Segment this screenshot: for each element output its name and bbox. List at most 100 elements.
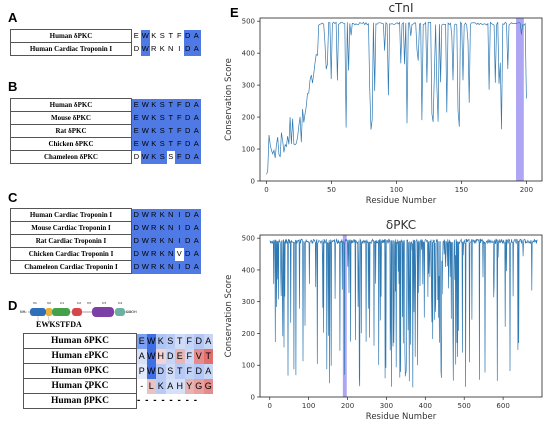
residue-cell: D: [131, 221, 141, 235]
residue-cell: T: [175, 333, 185, 349]
residue-cell: S: [158, 111, 167, 125]
alignment-table-b: Human δPKC E W K S T F D A Mouse δPKC E W K S T F D A Rat …: [10, 98, 201, 164]
residue-cell: F: [175, 98, 184, 112]
c3-domain: [92, 307, 114, 317]
species-name: Chameleon δPKC: [10, 150, 132, 164]
alignment-row: Human θPKC P W D S T F D A: [23, 363, 213, 379]
residue-cell: N: [166, 42, 175, 56]
residue-cell: W: [146, 348, 156, 364]
motif-pointer-right: [47, 315, 51, 325]
residue-cell: K: [149, 29, 158, 43]
motif-label: EWKSTFDA: [36, 320, 82, 329]
alignment-row: Chameleon δPKC D W K S S F D A: [10, 150, 201, 164]
residue-cell: A: [203, 363, 213, 379]
alignment-row: Human δPKC E W K S T F D A: [10, 98, 201, 112]
residue-cell: A: [192, 260, 201, 274]
c4-domain: [115, 308, 125, 316]
residue-cell: W: [141, 98, 150, 112]
residue-cell: T: [166, 98, 175, 112]
residue-cell: W: [146, 363, 156, 379]
residue-cell: K: [158, 247, 167, 261]
panel-letter-d: D: [8, 298, 18, 313]
c1-domain: [52, 308, 70, 316]
v3-label: V3: [87, 301, 91, 305]
residue-cell: D: [131, 150, 141, 164]
residue-cell: A: [192, 234, 201, 248]
nh2-label: NH₂: [20, 310, 27, 314]
alignment-row: Human εPKC A W H D E F V T: [23, 348, 213, 364]
residue-cell: T: [166, 29, 175, 43]
residue-cell: A: [192, 98, 201, 112]
residue-cell: T: [166, 137, 175, 151]
residue-cell: Y: [184, 378, 194, 394]
residue-cell: D: [194, 363, 204, 379]
residue-cell: S: [166, 150, 175, 164]
alignment-table-a: Human δPKC E W K S T F D A Human Cardiac Troponin…: [10, 29, 201, 56]
species-name: Chicken δPKC: [10, 137, 132, 151]
c3-label: C3: [102, 301, 106, 305]
y-tick-label: 400: [242, 266, 255, 274]
c4-label: C4: [118, 301, 122, 305]
residue-cell: D: [131, 234, 141, 248]
residue-cell: A: [192, 29, 201, 43]
x-tick-label: 50: [327, 186, 336, 194]
residue-cell: D: [183, 260, 192, 274]
residue-cell: D: [183, 111, 192, 125]
x-tick-label: 100: [390, 186, 403, 194]
y-tick-label: 400: [242, 50, 255, 58]
residue-cell: S: [158, 29, 167, 43]
residue-cell: F: [175, 111, 184, 125]
residue-cell: D: [183, 247, 192, 261]
residue-cell: W: [141, 137, 150, 151]
y-tick-label: 200: [242, 114, 255, 122]
residue-cell: V: [175, 247, 184, 261]
residue-cell: A: [136, 348, 147, 364]
y-tick-label: 0: [251, 178, 255, 186]
residue-cell: E: [131, 124, 141, 138]
residue-cell: D: [183, 221, 192, 235]
panel-letter-e: E: [230, 5, 239, 20]
residue-cell: D: [131, 247, 141, 261]
residue-cell: K: [158, 42, 167, 56]
residue-cell: S: [158, 150, 167, 164]
residue-cell: S: [165, 333, 175, 349]
cooh-label: COOH: [126, 310, 137, 314]
residue-cell: D: [131, 260, 141, 274]
residue-cell: D: [131, 208, 141, 222]
residue-cell: N: [166, 221, 175, 235]
alignment-row: Mouse δPKC E W K S T F D A: [10, 111, 201, 125]
x-tick-label: 0: [264, 186, 268, 194]
no-match-dashes: - - - - - - - -: [137, 395, 199, 406]
residue-cell: W: [141, 124, 150, 138]
residue-cell: F: [184, 348, 194, 364]
highlight-band: [516, 18, 524, 181]
residue-cell: I: [175, 42, 184, 56]
residue-cell: N: [166, 234, 175, 248]
panel-letter-a: A: [8, 10, 18, 25]
residue-cell: S: [158, 124, 167, 138]
residue-cell: A: [203, 333, 213, 349]
residue-cell: D: [194, 333, 204, 349]
residue-cell: W: [141, 111, 150, 125]
residue-cell: E: [131, 111, 141, 125]
residue-cell: W: [141, 42, 150, 56]
residue-cell: K: [149, 137, 158, 151]
residue-cell: K: [149, 98, 158, 112]
residue-cell: K: [158, 208, 167, 222]
residue-cell: E: [131, 98, 141, 112]
x-axis-label: Residue Number: [366, 196, 437, 206]
residue-cell: A: [192, 42, 201, 56]
residue-cell: E: [131, 137, 141, 151]
residue-cell: K: [158, 260, 167, 274]
x-tick-label: 200: [520, 186, 533, 194]
residue-cell: K: [156, 333, 166, 349]
v1-domain: [30, 308, 46, 316]
species-name: Chicken Cardiac Troponin I: [10, 247, 132, 261]
v2-label: V2: [47, 301, 51, 305]
residue-cell: -: [136, 378, 147, 394]
residue-cell: S: [158, 137, 167, 151]
residue-cell: F: [175, 29, 184, 43]
residue-cell: R: [149, 221, 158, 235]
